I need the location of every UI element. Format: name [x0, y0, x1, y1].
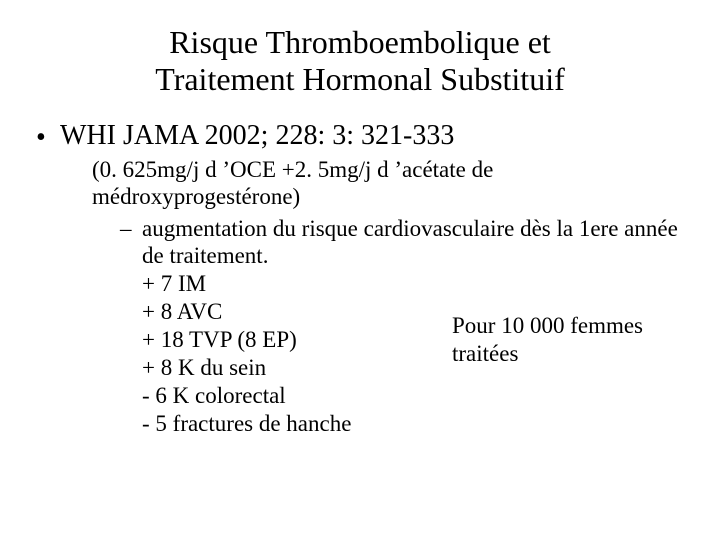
- slide-body: • WHI JAMA 2002; 228: 3: 321-333 (0. 625…: [0, 98, 720, 439]
- paren-note: (0. 625mg/j d ’OCE +2. 5mg/j d ’acétate …: [92, 156, 700, 211]
- slide: Risque Thromboembolique et Traitement Ho…: [0, 0, 720, 540]
- list-item: + 8 K du sein: [142, 354, 442, 382]
- bullet-level1: • WHI JAMA 2002; 228: 3: 321-333: [36, 120, 700, 152]
- dash-block: – augmentation du risque cardiovasculair…: [92, 215, 700, 438]
- list-item: - 5 fractures de hanche: [142, 410, 442, 438]
- dash-content: augmentation du risque cardiovasculaire …: [142, 215, 700, 438]
- dash-text: augmentation du risque cardiovasculaire …: [142, 215, 700, 270]
- slide-title: Risque Thromboembolique et Traitement Ho…: [0, 0, 720, 98]
- list-item: + 18 TVP (8 EP): [142, 326, 442, 354]
- sub-content: (0. 625mg/j d ’OCE +2. 5mg/j d ’acétate …: [36, 156, 700, 439]
- title-line2: Traitement Hormonal Substituif: [155, 61, 564, 97]
- list-item: + 7 IM: [142, 270, 442, 298]
- bullet-dot-icon: •: [36, 120, 60, 152]
- outcome-list: + 7 IM + 8 AVC + 18 TVP (8 EP) + 8 K du …: [142, 270, 442, 438]
- list-item: - 6 K colorectal: [142, 382, 442, 410]
- columns: + 7 IM + 8 AVC + 18 TVP (8 EP) + 8 K du …: [142, 270, 700, 438]
- dash-row: – augmentation du risque cardiovasculair…: [120, 215, 700, 438]
- bullet-text: WHI JAMA 2002; 228: 3: 321-333: [60, 120, 454, 152]
- side-note: Pour 10 000 femmes traitées: [442, 270, 700, 438]
- title-line1: Risque Thromboembolique et: [169, 24, 551, 60]
- dash-icon: –: [120, 215, 142, 243]
- list-item: + 8 AVC: [142, 298, 442, 326]
